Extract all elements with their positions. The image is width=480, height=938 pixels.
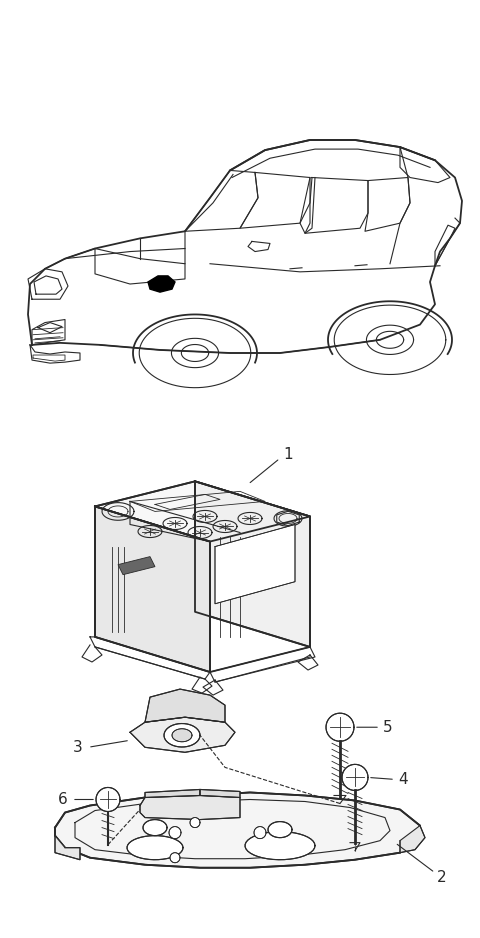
Text: 5: 5 bbox=[383, 719, 393, 734]
Polygon shape bbox=[254, 826, 266, 839]
Polygon shape bbox=[127, 836, 183, 860]
Polygon shape bbox=[130, 718, 235, 752]
Polygon shape bbox=[118, 556, 155, 575]
Text: 2: 2 bbox=[437, 870, 447, 885]
Polygon shape bbox=[55, 836, 80, 860]
Polygon shape bbox=[195, 481, 310, 647]
Text: 3: 3 bbox=[73, 740, 83, 755]
Polygon shape bbox=[200, 790, 240, 797]
Polygon shape bbox=[145, 790, 200, 797]
Polygon shape bbox=[215, 524, 295, 604]
Polygon shape bbox=[96, 788, 120, 811]
Polygon shape bbox=[145, 689, 225, 722]
Polygon shape bbox=[190, 818, 200, 827]
Polygon shape bbox=[400, 825, 425, 853]
Polygon shape bbox=[169, 826, 181, 839]
Text: 1: 1 bbox=[283, 446, 293, 461]
Polygon shape bbox=[326, 713, 354, 741]
Polygon shape bbox=[140, 795, 240, 820]
Polygon shape bbox=[342, 764, 368, 791]
Polygon shape bbox=[55, 793, 420, 868]
Polygon shape bbox=[148, 276, 175, 292]
Text: 6: 6 bbox=[58, 792, 68, 807]
Polygon shape bbox=[170, 853, 180, 863]
Polygon shape bbox=[95, 507, 210, 672]
Text: 4: 4 bbox=[398, 772, 408, 787]
Polygon shape bbox=[245, 832, 315, 860]
Polygon shape bbox=[164, 723, 200, 747]
Polygon shape bbox=[143, 820, 167, 836]
Polygon shape bbox=[172, 729, 192, 742]
Polygon shape bbox=[268, 822, 292, 838]
Polygon shape bbox=[95, 481, 310, 541]
